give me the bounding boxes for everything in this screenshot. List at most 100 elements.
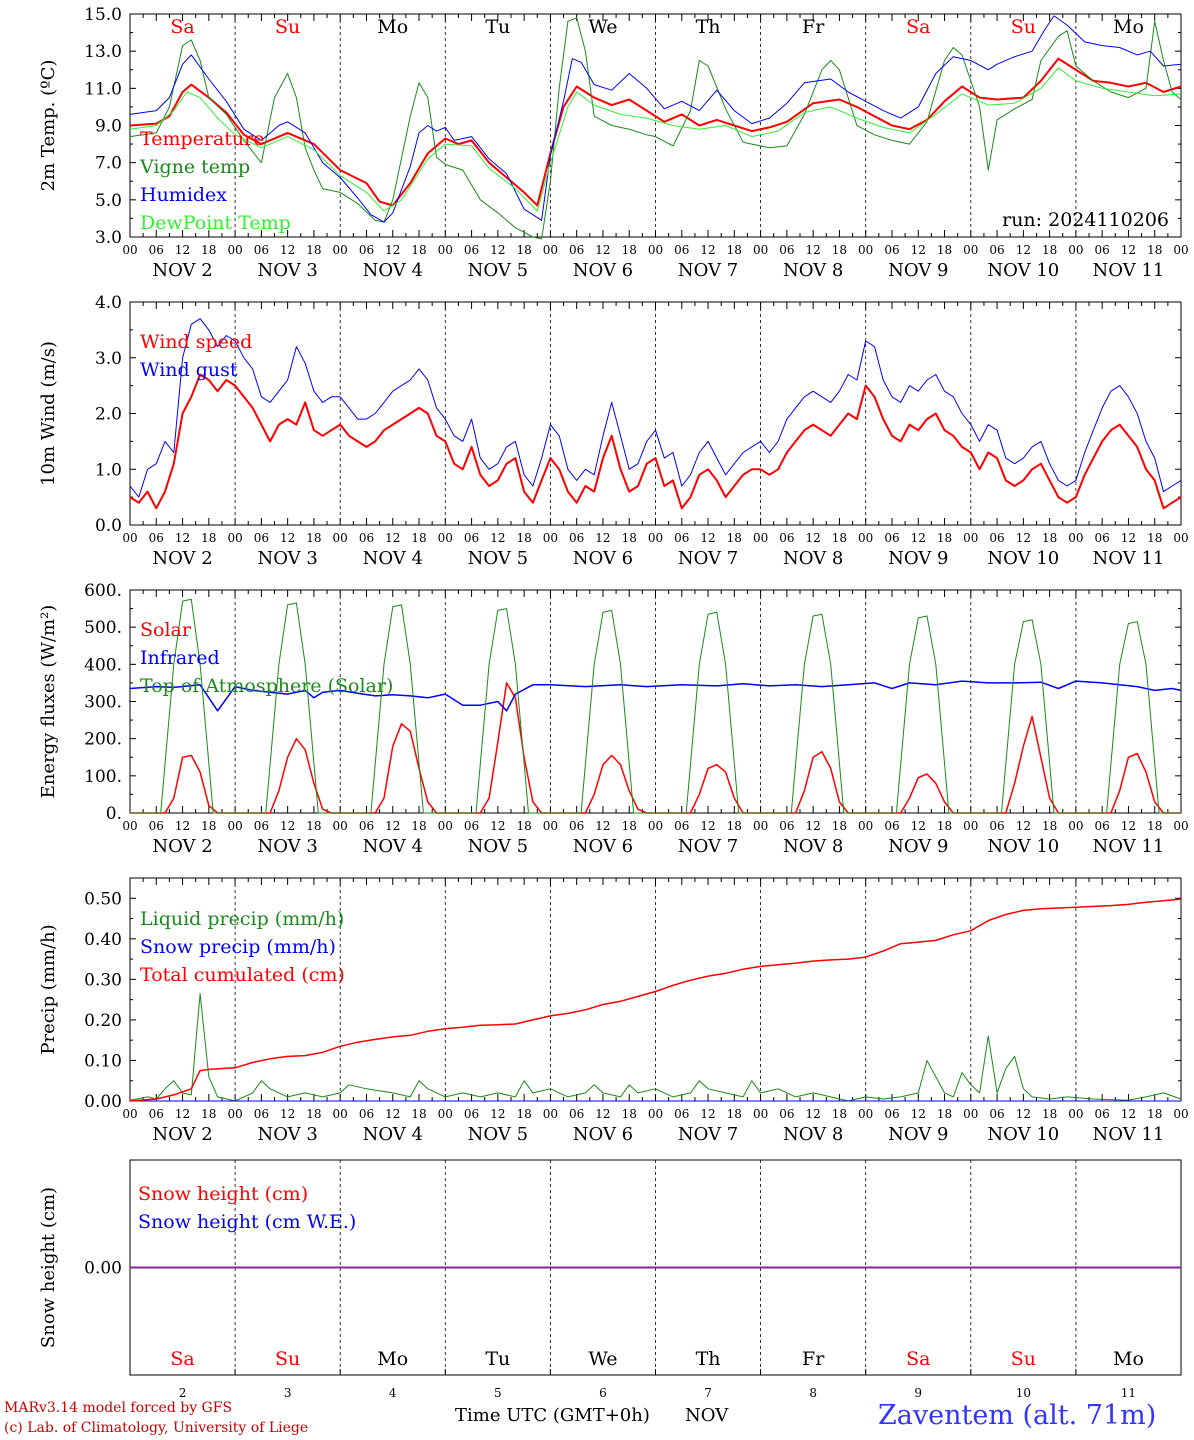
hour-tick-label: 00	[858, 531, 873, 545]
hour-tick-label: 06	[359, 819, 374, 833]
hour-tick-label: 12	[700, 1107, 715, 1121]
panel-1: 00 06 12 18 00 06 12 18 00 06 12 18 00 06 12 18 00 06 12 18…	[38, 5, 1189, 281]
hour-tick-label: 00	[438, 819, 453, 833]
hour-tick-label: 12	[806, 819, 821, 833]
run-label: run: 2024110206	[1002, 209, 1169, 231]
series-line	[129, 17, 1182, 240]
hour-tick-label: 18	[832, 243, 847, 257]
hour-tick-label: 18	[411, 531, 426, 545]
hour-tick-label: 18	[1147, 531, 1162, 545]
hour-tick-label: 00	[227, 531, 242, 545]
day-name: Mo	[377, 1348, 408, 1370]
date-label: NOV 3	[257, 548, 317, 569]
hour-tick-label: 00	[963, 243, 978, 257]
y-tick-label: 1.0	[95, 460, 122, 480]
hour-tick-label: 12	[1016, 819, 1031, 833]
hour-tick-label: 12	[175, 1107, 190, 1121]
series-line	[129, 318, 1182, 498]
hour-tick-label: 12	[700, 531, 715, 545]
hour-tick-label: 18	[727, 243, 742, 257]
date-label: NOV 6	[573, 260, 633, 281]
day-number: 10	[1016, 1386, 1031, 1400]
y-tick-label: 11.0	[84, 79, 122, 99]
hour-tick-label: 12	[911, 243, 926, 257]
day-name: Th	[696, 16, 721, 38]
hour-tick-label: 00	[753, 531, 768, 545]
y-tick-label: 5.0	[95, 191, 122, 211]
legend-entry: Snow precip (mm/h)	[140, 936, 336, 958]
hour-tick-label: 18	[937, 531, 952, 545]
hour-tick-label: 18	[1042, 243, 1057, 257]
hour-tick-label: 18	[306, 1107, 321, 1121]
hour-tick-label: 00	[753, 819, 768, 833]
date-label: NOV 10	[987, 548, 1059, 569]
hour-tick-label: 18	[1147, 1107, 1162, 1121]
y-tick-label: 13.0	[84, 42, 122, 62]
hour-tick-label: 06	[989, 819, 1004, 833]
hour-tick-label: 00	[227, 243, 242, 257]
hour-tick-label: 12	[700, 243, 715, 257]
hour-tick-label: 00	[648, 1107, 663, 1121]
y-tick-label: 0.10	[84, 1051, 122, 1071]
hour-tick-label: 18	[1042, 1107, 1057, 1121]
y-tick-label: 15.0	[84, 5, 122, 25]
hour-tick-label: 00	[1173, 243, 1188, 257]
date-label: NOV 5	[468, 836, 528, 857]
hour-tick-label: 00	[1068, 243, 1083, 257]
hour-tick-label: 12	[911, 819, 926, 833]
hour-tick-label: 00	[333, 1107, 348, 1121]
date-label: NOV 3	[257, 260, 317, 281]
hour-tick-label: 18	[201, 819, 216, 833]
y-tick-label: 0.00	[84, 1092, 122, 1112]
legend-entry: Humidex	[140, 184, 227, 206]
legend-entry: Top of Atmosphere (Solar)	[140, 675, 393, 697]
hour-tick-label: 00	[122, 1107, 137, 1121]
hour-tick-label: 18	[1147, 819, 1162, 833]
y-tick-label: 400.	[84, 655, 122, 675]
hour-tick-label: 18	[516, 531, 531, 545]
hour-tick-label: 18	[516, 1107, 531, 1121]
day-number: 6	[599, 1386, 607, 1400]
series-line	[129, 993, 1182, 1102]
panel-3: 00 06 12 18 00 06 12 18 00 06 12 18 00 06 12 18 00 06 12 18…	[38, 581, 1189, 857]
hour-tick-label: 18	[727, 531, 742, 545]
series-line	[129, 898, 1182, 1102]
hour-tick-label: 06	[149, 531, 164, 545]
hour-tick-label: 12	[490, 243, 505, 257]
hour-tick-label: 00	[333, 531, 348, 545]
hour-tick-label: 12	[175, 243, 190, 257]
day-name: Fr	[802, 1348, 825, 1370]
hour-tick-label: 12	[911, 1107, 926, 1121]
model-credit: MARv3.14 model forced by GFS	[4, 1400, 233, 1416]
date-label: NOV 7	[678, 1124, 738, 1145]
date-label: NOV 2	[152, 548, 212, 569]
hour-tick-label: 00	[858, 1107, 873, 1121]
hour-tick-label: 06	[884, 243, 899, 257]
day-number: 9	[914, 1386, 922, 1400]
hour-tick-label: 06	[254, 1107, 269, 1121]
y-tick-label: 0.00	[84, 1259, 122, 1279]
date-label: NOV 11	[1093, 836, 1165, 857]
month-label: NOV	[685, 1405, 729, 1426]
date-label: NOV 9	[888, 1124, 948, 1145]
series-line	[130, 682, 1181, 814]
hour-tick-label: 12	[175, 819, 190, 833]
hour-tick-label: 06	[884, 531, 899, 545]
legend-entry: DewPoint Temp	[140, 212, 291, 234]
plot-frame	[129, 301, 1182, 526]
hour-tick-label: 06	[674, 1107, 689, 1121]
day-name: We	[588, 16, 617, 38]
hour-tick-label: 06	[359, 243, 374, 257]
hour-tick-label: 00	[227, 1107, 242, 1121]
hour-tick-label: 00	[1068, 819, 1083, 833]
y-tick-label: 100.	[84, 767, 122, 787]
day-number: 7	[704, 1386, 712, 1400]
hour-tick-label: 06	[779, 819, 794, 833]
station-label: Zaventem (alt. 71m)	[878, 1400, 1157, 1431]
y-axis-label: Precip (mm/h)	[38, 924, 59, 1054]
date-label: NOV 3	[257, 836, 317, 857]
legend-entry: Total cumulated (cm)	[140, 964, 345, 986]
day-number: 5	[494, 1386, 502, 1400]
hour-tick-label: 12	[700, 819, 715, 833]
hour-tick-label: 00	[1068, 531, 1083, 545]
